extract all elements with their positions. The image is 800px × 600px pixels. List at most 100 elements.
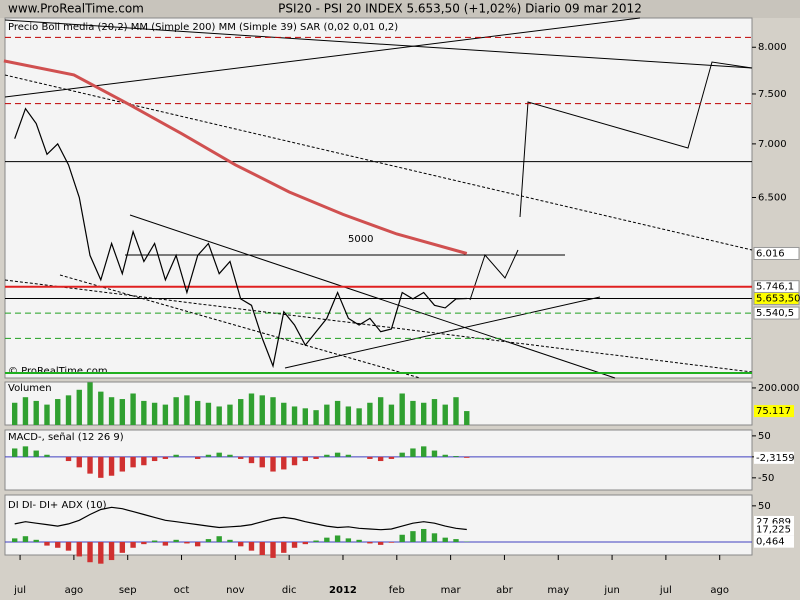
bar (44, 404, 50, 425)
site: www.ProRealTime.com (8, 2, 144, 16)
last-label: 0,464 (756, 537, 785, 548)
bar (334, 452, 341, 457)
projection (519, 61, 753, 218)
x-tick-label: ago (65, 585, 84, 596)
series-line (14, 506, 467, 531)
header-bar (0, 0, 800, 18)
price-label-box (753, 246, 800, 260)
legend-text: Precio Boll media (20,2) MM (Simple 200)… (8, 22, 398, 33)
bar (22, 397, 29, 425)
bar (151, 402, 158, 425)
bar (98, 456, 104, 478)
trendline (4, 19, 753, 69)
bar (216, 452, 222, 457)
bar (216, 536, 222, 542)
x-tick-label: dic (282, 585, 297, 596)
bar (205, 402, 212, 425)
bar (442, 537, 448, 542)
trendline (284, 296, 601, 369)
bar (345, 538, 352, 542)
last-label: 17,225 (756, 525, 791, 536)
bar (291, 456, 298, 466)
bar (76, 456, 82, 468)
bar (388, 456, 395, 459)
last-label-box (754, 405, 794, 418)
bar (313, 540, 319, 542)
bar (173, 397, 179, 425)
bar (345, 454, 352, 457)
y-tick-label: 200.000 (758, 383, 799, 394)
bar (259, 456, 265, 468)
x-tick-label: ago (710, 585, 729, 596)
bar (33, 450, 39, 457)
last-label: -2,3159 (756, 453, 795, 464)
last-label: 75.117 (756, 406, 791, 417)
y-tick-label: 50 (758, 501, 771, 512)
bar (399, 534, 405, 542)
bar (464, 456, 470, 458)
trendline (129, 214, 616, 379)
bar (453, 456, 459, 457)
bar (194, 541, 201, 547)
bar (87, 382, 93, 425)
panel-title: Volumen (8, 383, 52, 394)
bar (281, 456, 287, 470)
x-tick-label: jul (659, 585, 672, 596)
price-label: 5.653,50 (756, 293, 800, 304)
x-tick-label: jun (603, 585, 619, 596)
bar (421, 528, 427, 542)
bar (259, 395, 265, 425)
bar (377, 397, 384, 425)
bar (33, 539, 39, 542)
bar (281, 541, 287, 553)
bar (33, 400, 39, 425)
panel-title: MACD-, señal (12 26 9) (8, 432, 124, 443)
bar (248, 541, 255, 551)
bar (410, 531, 416, 542)
bar (141, 541, 147, 545)
bar (87, 541, 93, 563)
bar (108, 541, 115, 561)
y-tick-label: 7.000 (758, 139, 787, 150)
last-label-box (754, 451, 794, 464)
bar (442, 404, 448, 425)
bar (399, 393, 405, 425)
bar (65, 541, 72, 551)
bar (431, 450, 438, 457)
bar (399, 452, 405, 457)
bar (302, 456, 308, 462)
annotation: 5000 (348, 234, 373, 245)
bar (119, 456, 126, 472)
bar (464, 411, 470, 425)
bar (248, 456, 255, 464)
price-label: 6.016 (756, 248, 785, 259)
bar (184, 541, 190, 544)
bar (442, 454, 448, 457)
bar (55, 399, 61, 425)
chart-title: PSI20 - PSI 20 INDEX 5.653,50 (+1,02%) D… (278, 2, 642, 16)
bar (87, 456, 93, 474)
bar (367, 402, 373, 425)
bar (130, 541, 136, 548)
bar (324, 404, 330, 425)
bar (194, 456, 201, 459)
price-label-box (753, 306, 800, 320)
bar (184, 395, 190, 425)
bar (388, 541, 395, 543)
bar (151, 456, 158, 462)
bar (421, 402, 427, 425)
bar (410, 400, 416, 425)
bar (162, 541, 169, 546)
bar (227, 404, 233, 425)
x-tick-label: may (547, 585, 569, 596)
bar (65, 395, 72, 425)
bar (410, 448, 416, 457)
x-tick-label: oct (174, 585, 190, 596)
bar (130, 456, 136, 468)
bar (238, 456, 244, 459)
bar (227, 539, 233, 542)
bar (270, 541, 276, 558)
trendline (59, 274, 421, 379)
bar (162, 456, 169, 459)
